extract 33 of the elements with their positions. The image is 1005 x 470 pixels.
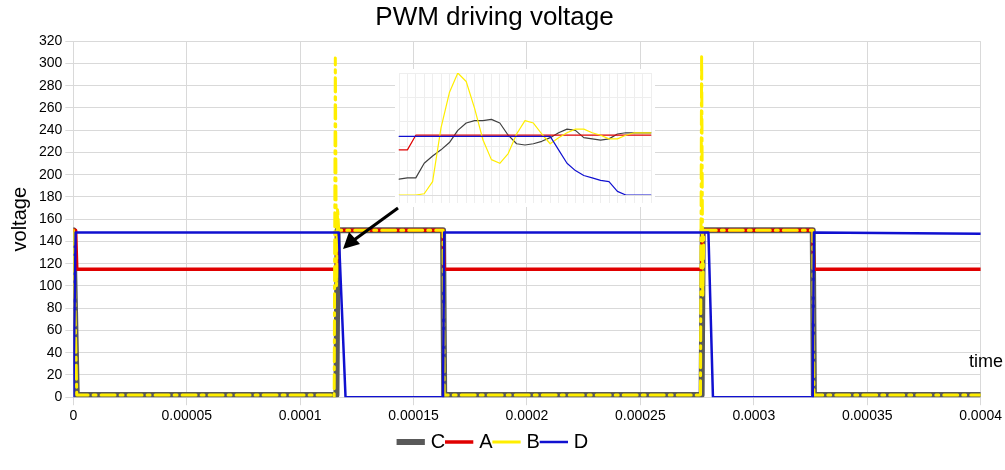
legend-label: A xyxy=(479,429,494,452)
y-tick-label: 0 xyxy=(54,388,63,405)
legend-label: C xyxy=(430,429,446,452)
x-tick-label: 0.0003 xyxy=(732,407,776,424)
y-axis-title: voltage xyxy=(7,186,30,252)
y-tick-label: 60 xyxy=(46,321,63,338)
x-tick-label: 0.00025 xyxy=(615,407,666,424)
y-tick-label: 320 xyxy=(39,32,63,49)
x-tick-label: 0.0001 xyxy=(278,407,322,424)
y-tick-label: 280 xyxy=(39,76,63,93)
y-tick-label: 260 xyxy=(39,98,63,115)
y-tick-label: 200 xyxy=(39,165,63,182)
y-tick-label: 20 xyxy=(46,365,63,382)
x-axis-title: time xyxy=(968,351,1003,372)
y-tick-label: 80 xyxy=(46,299,63,316)
y-tick-label: 180 xyxy=(39,187,63,204)
x-tick-label: 0.00035 xyxy=(841,407,893,424)
x-tick-label: 0.0002 xyxy=(505,407,549,424)
y-tick-label: 160 xyxy=(39,210,63,227)
y-tick-label: 220 xyxy=(39,143,63,160)
chart-title: PWM driving voltage xyxy=(375,0,614,31)
legend-label: B xyxy=(526,429,540,452)
y-tick-label: 140 xyxy=(39,232,63,249)
x-tick-label: 0.00005 xyxy=(161,407,213,424)
y-tick-label: 40 xyxy=(46,343,63,360)
x-tick-label: 0 xyxy=(69,407,78,424)
y-tick-label: 300 xyxy=(39,54,63,71)
x-tick-label: 0.00015 xyxy=(388,407,440,424)
y-tick-label: 120 xyxy=(39,254,63,271)
y-tick-label: 240 xyxy=(39,121,63,138)
x-tick-label: 0.0004 xyxy=(959,407,1003,424)
y-tick-label: 100 xyxy=(39,276,63,293)
legend-label: D xyxy=(573,429,589,452)
